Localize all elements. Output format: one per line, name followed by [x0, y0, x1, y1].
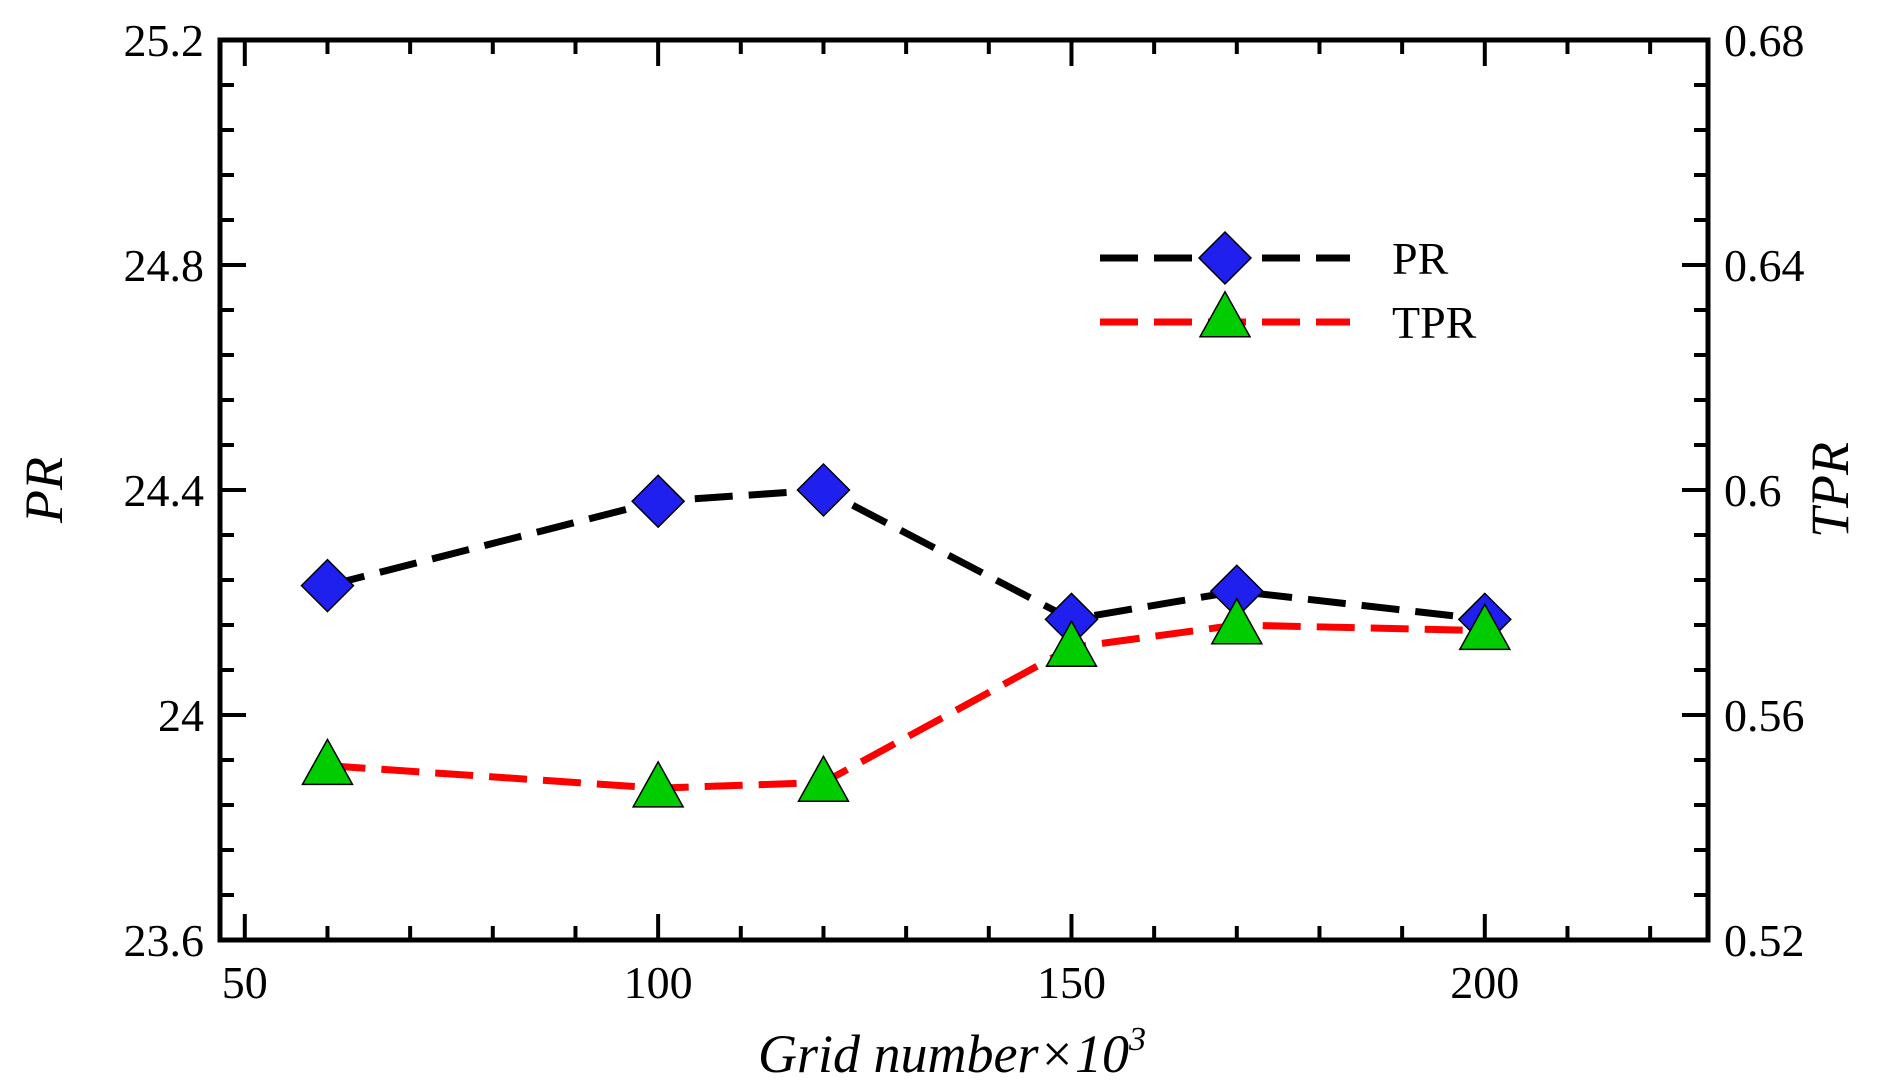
- axis-ticks: [220, 38, 1708, 942]
- x-tick-label: 150: [1037, 957, 1106, 1008]
- y-left-tick-label: 25.2: [124, 15, 205, 66]
- y-left-axis-title: PR: [14, 457, 74, 524]
- series-point-tpr: [797, 754, 850, 802]
- y-right-tick-label: 0.68: [1724, 15, 1805, 66]
- x-tick-label: 200: [1450, 957, 1519, 1008]
- series-point-tpr: [1210, 597, 1264, 645]
- series-point-pr: [300, 558, 355, 613]
- plot-frame: [217, 37, 1711, 943]
- y-left-tick-label: 24.4: [124, 465, 205, 516]
- series-line-pr: [326, 486, 1486, 624]
- legend-marker-tpr: [1198, 290, 1252, 338]
- y-left-tick-label: 23.6: [124, 915, 205, 966]
- x-axis-title: Grid number×103: [758, 1021, 1146, 1084]
- y-right-tick-label: 0.64: [1724, 240, 1805, 291]
- x-tick-label: 100: [624, 957, 693, 1008]
- y-right-tick-label: 0.52: [1724, 915, 1805, 966]
- x-tick-label: 50: [222, 957, 268, 1008]
- y-right-axis-title: TPR: [1800, 442, 1860, 538]
- legend-label-tpr: TPR: [1392, 297, 1477, 348]
- x-axis-title-base: Grid number×10: [758, 1024, 1129, 1084]
- y-right-tick-label: 0.6: [1724, 465, 1782, 516]
- series-line-tpr: [327, 621, 1485, 792]
- series-point-tpr: [631, 760, 685, 808]
- series-point-tpr: [1045, 619, 1098, 667]
- y-left-tick-label: 24.8: [124, 240, 205, 291]
- x-axis-title-exponent: 3: [1128, 1021, 1146, 1058]
- series-point-pr: [631, 474, 686, 529]
- y-left-tick-label: 24: [158, 690, 204, 741]
- legend-label-pr: PR: [1392, 233, 1449, 284]
- series-point-tpr: [301, 737, 354, 786]
- y-right-tick-label: 0.56: [1724, 690, 1805, 741]
- series-layer: [300, 462, 1512, 808]
- series-point-tpr: [1458, 602, 1512, 651]
- series-point-pr: [796, 462, 851, 518]
- legend: PR TPR: [1100, 230, 1477, 348]
- tick-labels: 50 100 150 200 23.6 24 24.4 24.8 25.2 0.52 0.56 0.6…: [124, 15, 1805, 1008]
- legend-marker-pr: [1197, 230, 1253, 286]
